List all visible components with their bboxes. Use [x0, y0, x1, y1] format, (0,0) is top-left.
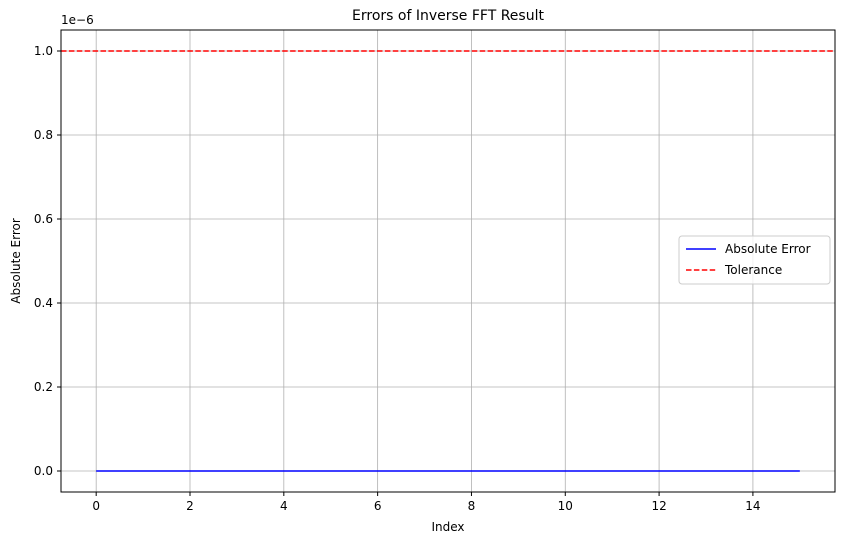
x-tick-label: 2 — [186, 499, 194, 513]
legend-label-tolerance: Tolerance — [724, 263, 782, 277]
legend-box — [678, 235, 831, 285]
y-tick-label: 0.8 — [34, 128, 53, 142]
x-tick-label: 8 — [468, 499, 476, 513]
y-offset-label: 1e−6 — [61, 13, 94, 27]
y-tick-label: 0.2 — [34, 380, 53, 394]
x-tick-label: 4 — [280, 499, 288, 513]
legend: Absolute Error Tolerance — [678, 235, 831, 285]
x-tick-label: 10 — [558, 499, 573, 513]
tick-layer: 0 2 4 6 8 10 12 14 0.0 0.2 0.4 0.6 0.8 1.0 — [34, 44, 761, 513]
x-tick-label: 14 — [745, 499, 760, 513]
y-axis-title: Absolute Error — [9, 218, 23, 304]
y-tick-label: 1.0 — [34, 44, 53, 58]
legend-label-absolute-error: Absolute Error — [725, 242, 811, 256]
y-tick-label: 0.4 — [34, 296, 53, 310]
x-tick-label: 6 — [374, 499, 382, 513]
x-tick-label: 0 — [92, 499, 100, 513]
plot-frame — [60, 29, 836, 493]
x-tick-label: 12 — [651, 499, 666, 513]
x-axis-title: Index — [431, 520, 464, 534]
series-layer — [61, 50, 835, 472]
y-tick-label: 0.6 — [34, 212, 53, 226]
y-tick-label: 0.0 — [34, 464, 53, 478]
chart-title: Errors of Inverse FFT Result — [352, 8, 544, 24]
